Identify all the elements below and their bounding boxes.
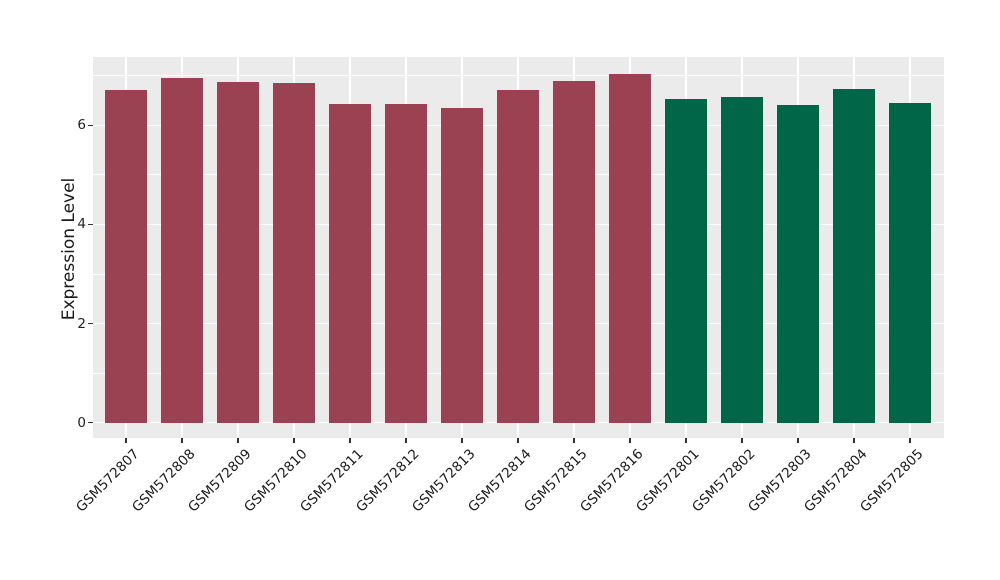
- x-tick-mark-GSM572815: [573, 438, 575, 443]
- y-tick-mark-0: [87, 421, 93, 424]
- x-tick-mark-GSM572813: [461, 438, 463, 443]
- y-tick-mark-6: [87, 124, 93, 127]
- bar-GSM572811: [329, 103, 372, 423]
- y-tick-mark-4: [87, 223, 93, 226]
- y-tick-label-4: 4: [77, 216, 86, 233]
- x-tick-mark-GSM572812: [405, 438, 407, 443]
- bar-GSM572815: [552, 81, 595, 423]
- bar-GSM572805: [888, 103, 931, 423]
- x-tick-mark-GSM572802: [741, 438, 743, 443]
- bar-GSM572812: [385, 103, 428, 423]
- y-tick-mark-2: [87, 322, 93, 325]
- bar-GSM572804: [832, 89, 875, 423]
- bar-GSM572813: [441, 107, 483, 423]
- plot-panel: [92, 57, 944, 438]
- bar-GSM572810: [273, 82, 316, 423]
- y-tick-label-6: 6: [77, 117, 86, 134]
- bar-GSM572802: [720, 96, 763, 423]
- x-tick-mark-GSM572801: [685, 438, 687, 443]
- x-tick-mark-GSM572814: [517, 438, 519, 443]
- y-axis-title: Expression Level: [59, 177, 79, 321]
- bar-GSM572801: [664, 98, 707, 423]
- bar-GSM572809: [217, 81, 260, 423]
- x-tick-mark-GSM572809: [237, 438, 239, 443]
- x-tick-mark-GSM572811: [349, 438, 351, 443]
- x-tick-mark-GSM572816: [629, 438, 631, 443]
- bar-GSM572808: [161, 77, 204, 423]
- bar-GSM572814: [497, 90, 539, 423]
- x-tick-mark-GSM572803: [797, 438, 799, 443]
- y-tick-label-2: 2: [77, 315, 86, 332]
- x-tick-mark-GSM572808: [181, 438, 183, 443]
- x-tick-mark-GSM572804: [853, 438, 855, 443]
- x-tick-mark-GSM572810: [293, 438, 295, 443]
- bar-GSM572803: [776, 104, 819, 423]
- x-tick-mark-GSM572807: [125, 438, 127, 443]
- y-tick-label-0: 0: [77, 414, 86, 431]
- bar-GSM572807: [105, 90, 148, 423]
- bar-GSM572816: [608, 73, 651, 423]
- x-tick-mark-GSM572805: [909, 438, 911, 443]
